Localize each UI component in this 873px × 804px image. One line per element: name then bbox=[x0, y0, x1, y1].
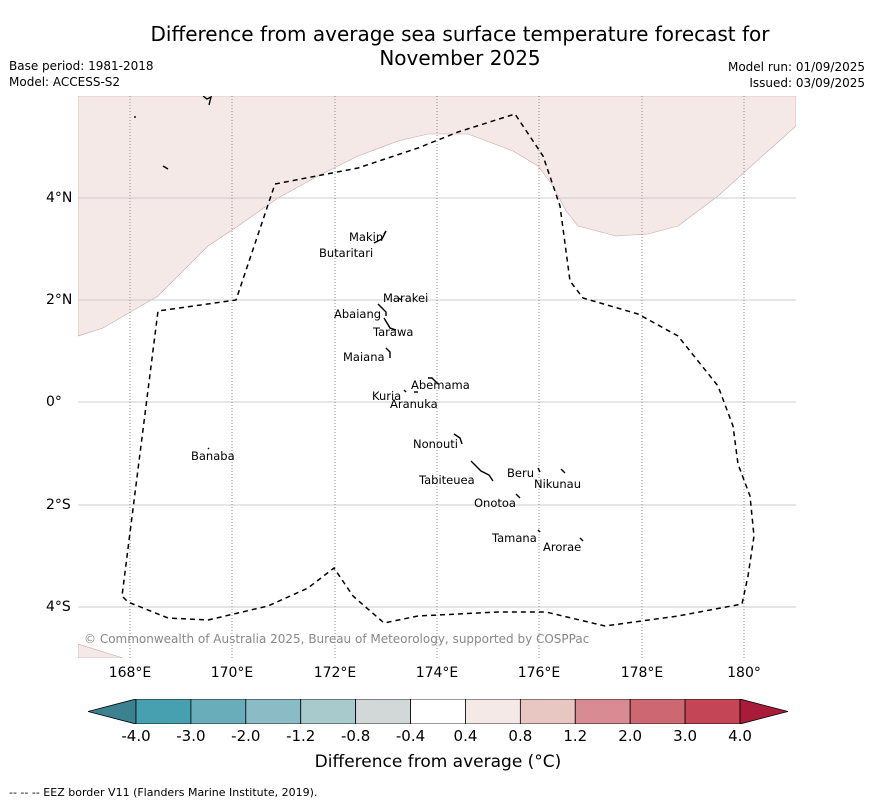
eez-border bbox=[121, 113, 755, 627]
colorbar-segment bbox=[190, 699, 247, 724]
lon-gridlines bbox=[129, 96, 745, 658]
colorbar-tick-label: 4.0 bbox=[728, 727, 752, 745]
anomaly-region-north bbox=[78, 96, 796, 337]
colorbar-tick-label: -1.2 bbox=[286, 727, 316, 745]
colorbar-tick-label: -3.0 bbox=[176, 727, 206, 745]
island-label-tamana: Tamana bbox=[492, 531, 537, 545]
island-label-tarawa: Tarawa bbox=[373, 325, 414, 339]
colorbar-segment bbox=[410, 699, 466, 724]
island-label-maiana: Maiana bbox=[343, 350, 385, 364]
lon-label-180: 180° bbox=[727, 665, 761, 681]
island-shape-tamana bbox=[537, 529, 541, 533]
colorbar-extend-high bbox=[739, 699, 788, 724]
chart-title: Difference from average sea surface temp… bbox=[80, 22, 840, 70]
colorbar-segment bbox=[300, 699, 357, 724]
colorbar-tick-label: 3.0 bbox=[673, 727, 698, 745]
colorbar-segment bbox=[465, 699, 521, 724]
island-shape-kuria bbox=[403, 389, 407, 393]
island-label-kuria: Kuria bbox=[372, 389, 402, 403]
island-shapes bbox=[134, 96, 584, 542]
island-shape-tarawa bbox=[383, 317, 397, 331]
map-svg bbox=[78, 96, 796, 658]
lon-label-168e: 168°E bbox=[108, 665, 152, 681]
island-shape-arorae bbox=[579, 537, 584, 542]
island-shape-banaba bbox=[207, 447, 210, 450]
island-shape-marakei bbox=[397, 297, 403, 301]
island-shape-abemama bbox=[428, 377, 439, 385]
island-label-beru: Beru bbox=[507, 466, 534, 480]
meta-left: Base period: 1981-2018 Model: ACCESS-S2 bbox=[9, 58, 154, 90]
island-label-aranuka: Aranuka bbox=[390, 397, 438, 411]
island-label-banaba: Banaba bbox=[191, 449, 235, 463]
colorbar-segment bbox=[574, 699, 631, 724]
island-label-makin: Makin bbox=[349, 230, 384, 244]
island-shape-abaiang bbox=[377, 303, 387, 316]
colorbar-segment bbox=[629, 699, 686, 724]
lon-label-176e: 176°E bbox=[517, 665, 561, 681]
island-label-nonouti: Nonouti bbox=[413, 437, 458, 451]
colorbar-tick-label: 0.8 bbox=[508, 727, 533, 745]
colorbar-title: Difference from average (°C) bbox=[314, 752, 562, 772]
map-panel[interactable]: Makin Butaritari Marakei Abaiang Tarawa … bbox=[78, 96, 796, 658]
island-shape-tabiteuea bbox=[470, 460, 494, 482]
colorbar-tick-label: -4.0 bbox=[121, 727, 151, 745]
island-shape-maiana bbox=[385, 347, 391, 358]
lon-label-174e: 174°E bbox=[415, 665, 459, 681]
island-shape-nonouti bbox=[453, 433, 463, 445]
title-line-2: November 2025 bbox=[379, 46, 541, 70]
colorbar-extend-low bbox=[88, 699, 137, 724]
colorbar-tick-label: -0.4 bbox=[395, 727, 426, 745]
anomaly-region-south bbox=[78, 643, 124, 658]
colorbar bbox=[88, 699, 788, 724]
model-name: Model: ACCESS-S2 bbox=[9, 75, 121, 89]
island-shape-onotoa bbox=[515, 493, 521, 499]
eez-footer-note: -- -- -- EEZ border V11 (Flanders Marine… bbox=[9, 786, 318, 799]
colorbar-segment bbox=[519, 699, 576, 724]
island-label-marakei: Marakei bbox=[383, 291, 429, 305]
island-label-butaritari: Butaritari bbox=[319, 246, 374, 260]
lat-label-0: 0° bbox=[46, 394, 62, 410]
island-label-nikunau: Nikunau bbox=[534, 477, 582, 491]
lon-label-170e: 170°E bbox=[210, 665, 254, 681]
island-label-abemama: Abemama bbox=[411, 378, 470, 392]
lon-label-172e: 172°E bbox=[313, 665, 357, 681]
lat-label-4n: 4°N bbox=[46, 190, 73, 206]
island-shape-north-2 bbox=[162, 165, 169, 170]
colorbar-tick-label: -2.0 bbox=[231, 727, 261, 745]
title-line-1: Difference from average sea surface temp… bbox=[150, 22, 770, 46]
island-shape-nikunau bbox=[560, 468, 566, 474]
island-shape-beru bbox=[537, 467, 541, 473]
lat-label-2n: 2°N bbox=[46, 292, 73, 308]
issued-date: Issued: 03/09/2025 bbox=[749, 76, 865, 90]
model-run: Model run: 01/09/2025 bbox=[727, 60, 865, 74]
island-label-onotoa: Onotoa bbox=[474, 496, 516, 510]
lat-label-2s: 2°S bbox=[46, 497, 71, 513]
colorbar-tick-label: 0.4 bbox=[453, 727, 478, 745]
colorbar-tick-label: 2.0 bbox=[618, 727, 643, 745]
colorbar-tick-label: -0.8 bbox=[340, 727, 371, 745]
lon-label-178e: 178°E bbox=[620, 665, 664, 681]
island-shape-north-3 bbox=[202, 96, 212, 106]
colorbar-segment bbox=[245, 699, 302, 724]
island-label-arorae: Arorae bbox=[543, 540, 582, 554]
colorbar-segment bbox=[355, 699, 411, 724]
island-label-abaiang: Abaiang bbox=[334, 307, 382, 321]
island-shape-makin bbox=[383, 230, 387, 235]
lat-label-4s: 4°S bbox=[46, 599, 71, 615]
island-label-tabiteuea: Tabiteuea bbox=[419, 473, 475, 487]
colorbar-segment bbox=[135, 699, 192, 724]
copyright-notice: © Commonwealth of Australia 2025, Bureau… bbox=[84, 632, 590, 646]
colorbar-tick-label: 1.2 bbox=[563, 727, 588, 745]
base-period: Base period: 1981-2018 bbox=[9, 59, 154, 73]
colorbar-segment bbox=[684, 699, 741, 724]
meta-right: Model run: 01/09/2025 Issued: 03/09/2025 bbox=[728, 59, 865, 91]
